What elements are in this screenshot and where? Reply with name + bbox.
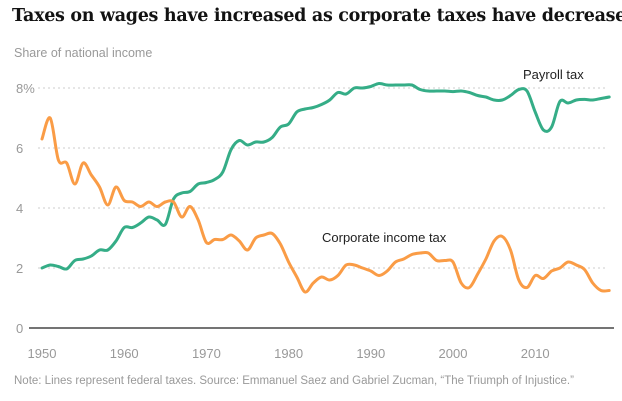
y-axis-label: Share of national income xyxy=(14,46,153,60)
y-tick-label: 0 xyxy=(16,321,23,336)
y-tick-label: 6 xyxy=(16,141,23,156)
x-tick-label: 1980 xyxy=(274,346,303,361)
y-tick-label: 8% xyxy=(16,81,35,96)
y-tick-label: 4 xyxy=(16,201,23,216)
x-tick-label: 1960 xyxy=(110,346,139,361)
x-tick-label: 1990 xyxy=(356,346,385,361)
chart-title: Taxes on wages have increased as corpora… xyxy=(12,6,622,26)
corporate-income-tax-label: Corporate income tax xyxy=(322,230,447,245)
source-note: Note: Lines represent federal taxes. Sou… xyxy=(14,375,574,387)
x-tick-label: 2000 xyxy=(439,346,468,361)
x-tick-label: 1950 xyxy=(28,346,57,361)
x-tick-label: 2010 xyxy=(521,346,550,361)
payroll-tax-label: Payroll tax xyxy=(523,67,584,82)
corporate-income-tax-line xyxy=(40,116,611,294)
payroll-tax-line xyxy=(40,81,611,271)
y-tick-label: 2 xyxy=(16,261,23,276)
x-tick-label: 1970 xyxy=(192,346,221,361)
